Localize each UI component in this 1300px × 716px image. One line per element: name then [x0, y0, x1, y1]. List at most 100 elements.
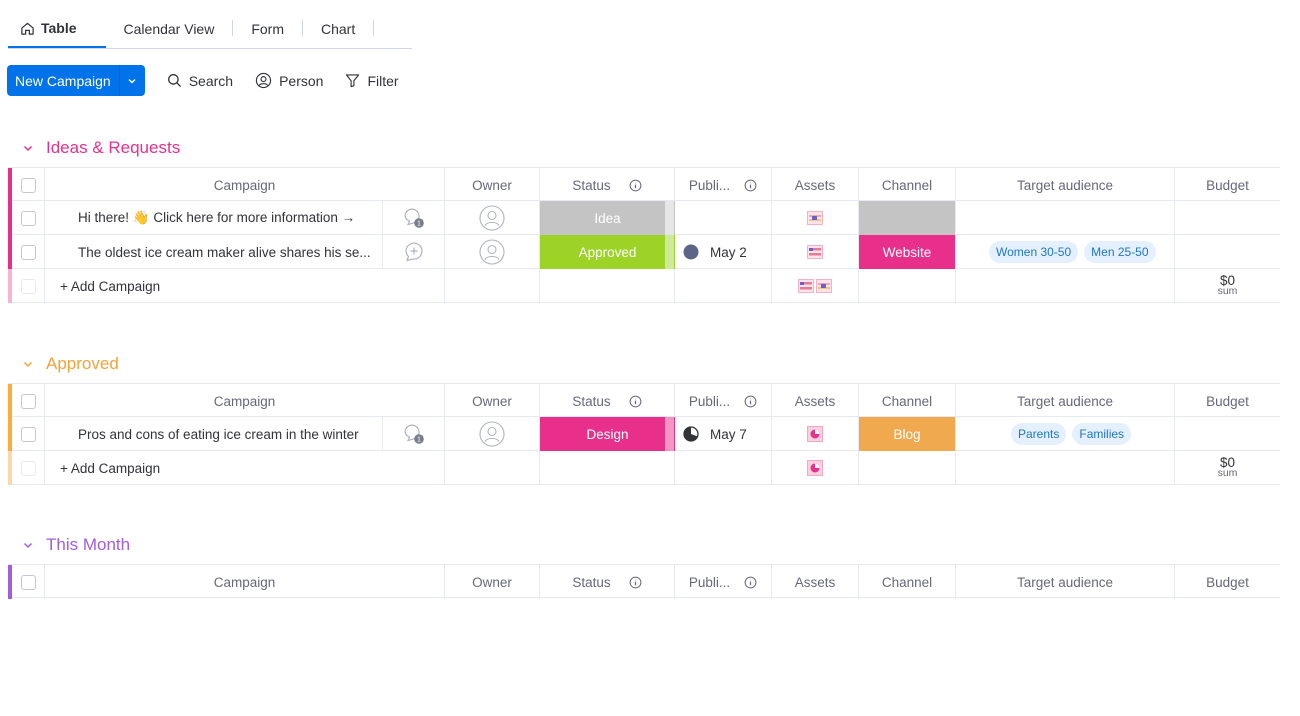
updates-cell[interactable]: 1 — [383, 417, 445, 451]
tab-form[interactable]: Form — [233, 10, 302, 48]
column-header-assets[interactable]: Assets — [772, 168, 859, 202]
column-header-status[interactable]: Status — [540, 384, 675, 418]
owner-cell[interactable] — [445, 417, 540, 451]
chevron-down-icon[interactable] — [118, 65, 145, 96]
assets-cell[interactable] — [772, 417, 859, 451]
publish-date: May 2 — [710, 244, 747, 260]
info-icon[interactable] — [629, 576, 642, 589]
add-campaign-button[interactable]: + Add Campaign — [45, 269, 445, 303]
row-checkbox[interactable] — [20, 426, 36, 442]
select-all-checkbox[interactable] — [20, 574, 36, 590]
publish-date-cell[interactable]: May 2 — [675, 235, 772, 269]
file-thumbnail-icon — [807, 211, 823, 225]
column-header-status[interactable]: Status — [540, 168, 675, 202]
row-checkbox[interactable] — [20, 210, 36, 226]
status-cell[interactable]: Approved — [540, 235, 675, 269]
table-row[interactable]: The oldest ice cream maker alive shares … — [8, 235, 1280, 269]
owner-cell[interactable] — [445, 201, 540, 235]
table-row[interactable]: Pros and cons of eating ice cream in the… — [8, 417, 1280, 451]
select-all-checkbox[interactable] — [20, 393, 36, 409]
chevron-down-icon[interactable] — [22, 358, 34, 370]
owner-cell[interactable] — [445, 235, 540, 269]
budget-cell[interactable] — [1175, 201, 1280, 235]
filter-button[interactable]: Filter — [345, 73, 399, 89]
audience-tag[interactable]: Men 25-50 — [1084, 241, 1156, 263]
campaign-name-cell[interactable]: The oldest ice cream maker alive shares … — [45, 235, 383, 269]
column-header-channel[interactable]: Channel — [859, 565, 956, 599]
chevron-down-icon[interactable] — [22, 142, 34, 154]
info-icon[interactable] — [744, 179, 757, 192]
assets-cell[interactable] — [772, 201, 859, 235]
column-header-target-audience[interactable]: Target audience — [956, 565, 1175, 599]
target-audience-cell[interactable] — [956, 201, 1175, 235]
person-filter-button[interactable]: Person — [255, 72, 323, 89]
audience-tag[interactable]: Women 30-50 — [989, 241, 1079, 263]
tab-label: Form — [251, 21, 284, 37]
group-title[interactable]: Ideas & Requests — [22, 136, 1280, 160]
column-header-budget[interactable]: Budget — [1206, 177, 1249, 193]
add-item-row: + Add Campaign $0 sum — [8, 269, 1280, 303]
status-cell[interactable]: Design — [540, 417, 675, 451]
column-header-owner[interactable]: Owner — [445, 384, 540, 418]
column-header-label: Status — [572, 177, 611, 193]
column-header-owner[interactable]: Owner — [445, 565, 540, 599]
tab-calendar-view[interactable]: Calendar View — [106, 10, 233, 48]
column-header-channel[interactable]: Channel — [859, 384, 956, 418]
info-icon[interactable] — [744, 395, 757, 408]
target-audience-cell[interactable]: Parents Families — [956, 417, 1175, 451]
target-audience-cell[interactable]: Women 30-50 Men 25-50 — [956, 235, 1175, 269]
row-checkbox[interactable] — [20, 244, 36, 260]
column-header-campaign[interactable]: Campaign — [45, 168, 445, 202]
audience-tag[interactable]: Families — [1072, 423, 1132, 445]
table-row[interactable]: Hi there! 👋 Click here for more informat… — [8, 201, 1280, 235]
budget-cell[interactable] — [1175, 235, 1280, 269]
new-campaign-label[interactable]: New Campaign — [15, 72, 111, 89]
tab-table[interactable]: Table — [8, 10, 106, 48]
campaign-name-cell[interactable]: Hi there! 👋 Click here for more informat… — [45, 201, 383, 235]
person-label: Person — [279, 72, 324, 89]
column-header-assets[interactable]: Assets — [772, 384, 859, 418]
search-button[interactable]: Search — [167, 73, 233, 89]
column-header-budget[interactable]: Budget — [1206, 393, 1249, 409]
column-header-publish[interactable]: Publi... — [675, 565, 772, 599]
budget-cell[interactable] — [1175, 417, 1280, 451]
channel-cell[interactable]: Blog — [859, 417, 956, 451]
status-cell[interactable]: Idea — [540, 201, 675, 235]
assets-cell[interactable] — [772, 235, 859, 269]
add-campaign-button[interactable]: + Add Campaign — [45, 451, 445, 485]
column-header-budget[interactable]: Budget — [1206, 574, 1249, 590]
column-header-owner[interactable]: Owner — [445, 168, 540, 202]
chevron-down-icon[interactable] — [22, 539, 34, 551]
select-all-checkbox[interactable] — [20, 177, 36, 193]
column-header-campaign[interactable]: Campaign — [45, 565, 445, 599]
tab-chart[interactable]: Chart — [303, 10, 373, 48]
column-header-label: Publi... — [688, 393, 731, 409]
channel-cell[interactable]: Website — [859, 235, 956, 269]
info-icon[interactable] — [744, 576, 757, 589]
updates-cell[interactable]: 1 — [383, 201, 445, 235]
group-color-bar — [8, 565, 12, 599]
column-header-target-audience[interactable]: Target audience — [956, 384, 1175, 418]
publish-date: May 7 — [710, 426, 747, 442]
publish-date-cell[interactable] — [675, 201, 772, 235]
column-header-campaign[interactable]: Campaign — [45, 384, 445, 418]
info-icon[interactable] — [629, 395, 642, 408]
avatar-placeholder-icon — [479, 421, 505, 447]
updates-cell[interactable] — [383, 235, 445, 269]
campaign-name-cell[interactable]: Pros and cons of eating ice cream in the… — [45, 417, 383, 451]
column-header-assets[interactable]: Assets — [772, 565, 859, 599]
new-campaign-button[interactable]: New Campaign — [7, 65, 145, 96]
column-header-channel[interactable]: Channel — [859, 168, 956, 202]
info-icon[interactable] — [629, 179, 642, 192]
column-header-target-audience[interactable]: Target audience — [956, 168, 1175, 202]
column-header-publish[interactable]: Publi... — [675, 384, 772, 418]
budget-sum-label: sum — [1217, 285, 1238, 297]
group-title[interactable]: This Month — [22, 533, 1280, 557]
audience-tag[interactable]: Parents — [1011, 423, 1067, 445]
column-header-publish[interactable]: Publi... — [675, 168, 772, 202]
column-header-status[interactable]: Status — [540, 565, 675, 599]
publish-date-cell[interactable]: May 7 — [675, 417, 772, 451]
group-title[interactable]: Approved — [22, 352, 1280, 376]
channel-cell[interactable] — [859, 201, 956, 235]
group-color-bar — [8, 269, 12, 303]
